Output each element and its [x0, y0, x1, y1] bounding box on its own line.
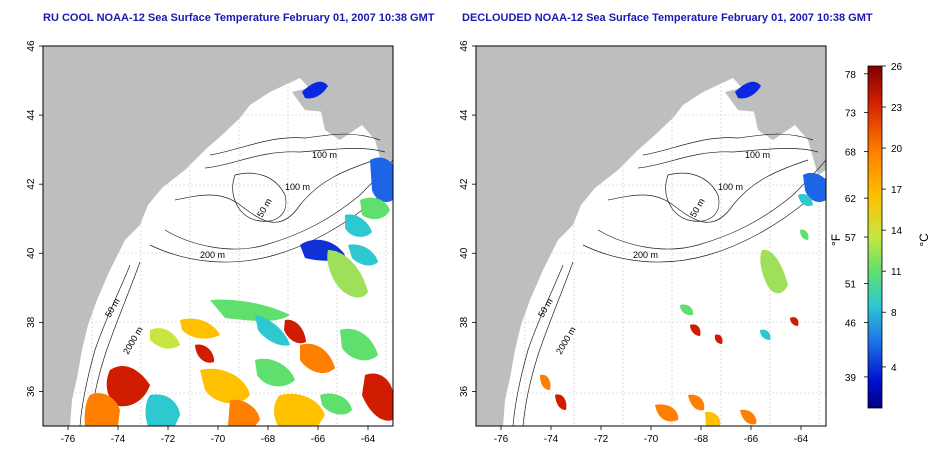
- left-map-ticks: -76 -74 -72 -70 -68 -66 -64 36 38 40 42 44 46: [26, 40, 376, 445]
- colorbar-c-tick-label: 8: [891, 308, 897, 319]
- colorbar-c-tick-label: 11: [891, 267, 902, 278]
- right-map-gridlines: [476, 46, 826, 426]
- left-map-peninsula: [300, 62, 393, 100]
- colorbar-gradient: [867, 65, 883, 409]
- colorbar-c-tick-label: 17: [891, 185, 903, 196]
- colorbar-f-tick-label: 51: [845, 280, 857, 291]
- x-tick-label: -68: [694, 434, 709, 445]
- colorbar-f-tick-label: 78: [845, 70, 857, 81]
- colorbar-f-tick-label: 73: [845, 109, 857, 120]
- x-tick-label: -70: [211, 434, 226, 445]
- contour-label: 100 m: [285, 182, 310, 192]
- colorbar-c-tick-label: 14: [891, 226, 903, 237]
- right-map-sst-pixels: [540, 81, 826, 426]
- y-tick-label: 44: [26, 109, 37, 121]
- y-tick-label: 36: [26, 385, 37, 397]
- left-map-land: [43, 46, 393, 426]
- contour-label: 100 m: [312, 150, 337, 160]
- colorbar: 78 73 68 62 57 51 46 39 26 23 20 17 14 11 8 4 °F °C: [829, 62, 931, 409]
- left-map-title: RU COOL NOAA-12 Sea Surface Temperature …: [43, 12, 435, 24]
- colorbar-f-tick-label: 57: [845, 233, 857, 244]
- x-tick-label: -66: [744, 434, 759, 445]
- y-tick-label: 36: [459, 385, 470, 397]
- contour-label: 100 m: [745, 150, 770, 160]
- colorbar-fahrenheit-label: °F: [829, 234, 843, 246]
- y-tick-label: 38: [26, 316, 37, 328]
- x-tick-label: -70: [644, 434, 659, 445]
- x-tick-label: -72: [594, 434, 609, 445]
- colorbar-c-tick-label: 26: [891, 62, 903, 73]
- colorbar-f-tick-label: 68: [845, 148, 857, 159]
- colorbar-c-tick-label: 4: [891, 363, 897, 374]
- y-tick-label: 38: [459, 316, 470, 328]
- y-tick-label: 46: [26, 40, 37, 52]
- right-map-bathymetry: [512, 133, 826, 426]
- colorbar-c-tick-label: 20: [891, 144, 903, 155]
- x-tick-label: -68: [261, 434, 276, 445]
- y-tick-label: 42: [459, 178, 470, 190]
- y-tick-label: 40: [459, 247, 470, 259]
- x-tick-label: -64: [361, 434, 376, 445]
- right-map-title: DECLOUDED NOAA-12 Sea Surface Temperatur…: [462, 12, 873, 24]
- x-tick-label: -76: [494, 434, 509, 445]
- colorbar-f-tick-label: 46: [845, 319, 857, 330]
- colorbar-ticks: 78 73 68 62 57 51 46 39 26 23 20 17 14 11 8 4: [845, 62, 903, 384]
- y-tick-label: 44: [459, 109, 470, 121]
- x-tick-label: -76: [61, 434, 76, 445]
- left-map-gridlines: [43, 46, 393, 426]
- x-tick-label: -64: [794, 434, 809, 445]
- y-tick-label: 42: [26, 178, 37, 190]
- colorbar-c-tick-label: 23: [891, 103, 903, 114]
- right-map-peninsula: [733, 62, 826, 100]
- colorbar-f-tick-label: 62: [845, 194, 857, 205]
- x-tick-label: -72: [161, 434, 176, 445]
- right-map-ticks: -76 -74 -72 -70 -68 -66 -64 36 38 40 42 44 46: [459, 40, 809, 445]
- colorbar-celsius-label: °C: [917, 233, 931, 247]
- contour-label: 200 m: [200, 250, 225, 260]
- left-map: 100 m 100 m 50 m 200 m 50 m 2000 m -76 -7…: [26, 40, 394, 445]
- y-tick-label: 40: [26, 247, 37, 259]
- right-map: 100 m 100 m 50 m 200 m 50 m 2000 m -76 -7…: [459, 40, 827, 445]
- x-tick-label: -74: [544, 434, 559, 445]
- right-map-land: [476, 46, 826, 426]
- left-map-sst-pixels: [84, 81, 393, 426]
- x-tick-label: -66: [311, 434, 326, 445]
- contour-label: 100 m: [718, 182, 743, 192]
- colorbar-f-tick-label: 39: [845, 373, 857, 384]
- x-tick-label: -74: [111, 434, 126, 445]
- contour-label: 200 m: [633, 250, 658, 260]
- y-tick-label: 46: [459, 40, 470, 52]
